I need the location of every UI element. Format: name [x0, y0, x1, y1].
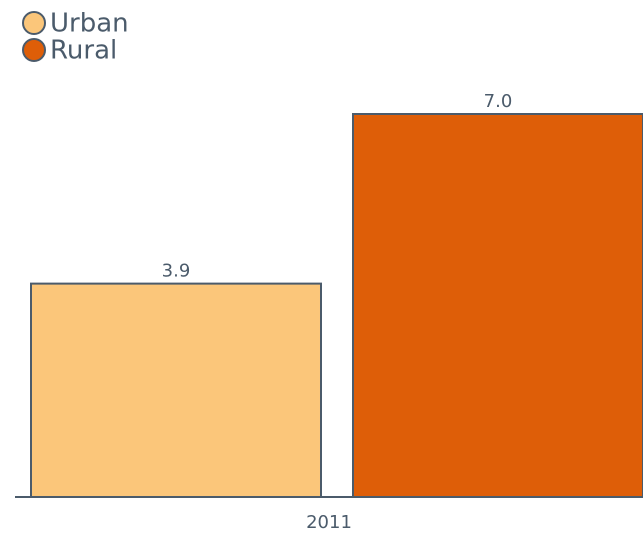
legend-label: Urban [50, 9, 129, 39]
bar [30, 282, 322, 498]
legend-swatch [22, 38, 46, 62]
bar [352, 113, 643, 498]
legend-swatch [22, 11, 46, 35]
value-label: 7.0 [484, 91, 513, 112]
legend-label: Rural [50, 36, 117, 66]
x-tick-label: 2011 [306, 512, 352, 533]
value-label: 3.9 [162, 261, 191, 282]
